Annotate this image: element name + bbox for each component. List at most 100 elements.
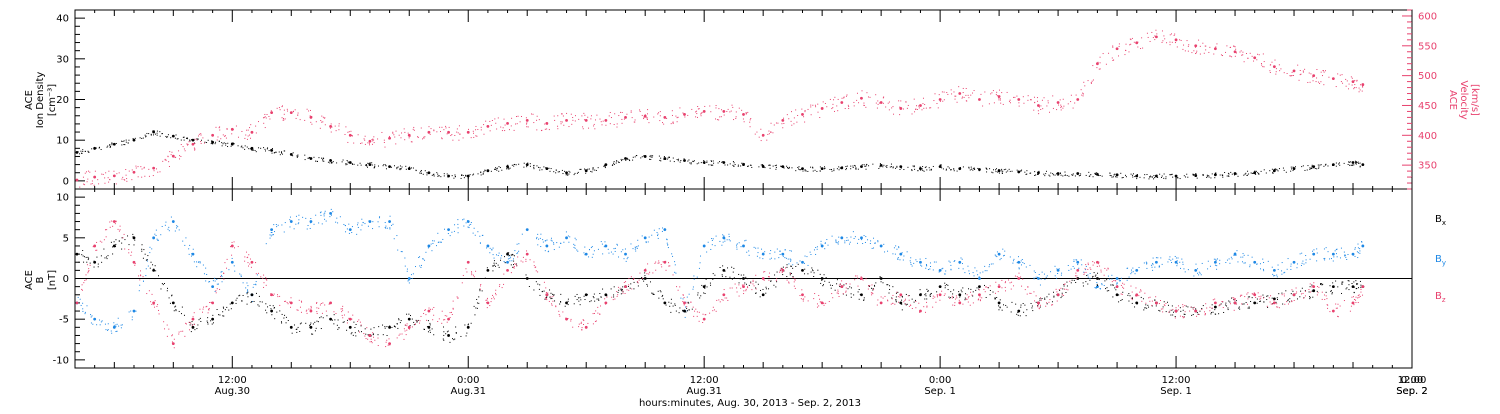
bz-sample <box>316 307 317 308</box>
by-sample <box>482 235 483 236</box>
by-sample <box>895 254 896 255</box>
by-sample <box>623 258 624 259</box>
density-sample <box>1272 173 1273 174</box>
bx-sample <box>853 294 854 295</box>
bx-sample <box>286 322 287 323</box>
by-sample <box>774 252 775 253</box>
bx-sample <box>260 301 261 302</box>
velocity-sample <box>724 111 725 112</box>
velocity-sample <box>1112 60 1113 61</box>
by-sample <box>867 239 868 240</box>
by-sample <box>761 249 762 250</box>
bx-sample <box>1193 307 1194 308</box>
density-sample <box>1291 167 1292 168</box>
velocity-point <box>585 119 588 122</box>
by-sample <box>1333 256 1334 257</box>
by-sample <box>675 273 676 274</box>
bz-sample <box>686 306 687 307</box>
bx-sample <box>765 293 766 294</box>
by-sample <box>418 257 419 258</box>
density-point <box>388 165 391 168</box>
density-sample <box>758 166 759 167</box>
density-sample <box>562 170 563 171</box>
bx-sample <box>770 281 771 282</box>
bz-sample <box>86 274 87 275</box>
bx-sample <box>1277 299 1278 300</box>
bz-sample <box>831 293 832 294</box>
bz-sample <box>466 271 467 272</box>
density-sample <box>1348 161 1349 162</box>
bx-sample <box>386 326 387 327</box>
velocity-sample <box>223 134 224 135</box>
bx-sample <box>500 260 501 261</box>
bz-sample <box>194 312 195 313</box>
density-sample <box>798 168 799 169</box>
density-sample <box>971 167 972 168</box>
bz-point <box>369 334 372 337</box>
density-sample <box>1161 177 1162 178</box>
by-sample <box>222 281 223 282</box>
by-sample <box>800 260 801 261</box>
density-sample <box>1088 172 1089 173</box>
velocity-sample <box>581 115 582 116</box>
bz-sample <box>724 289 725 290</box>
by-sample <box>145 275 146 276</box>
density-sample <box>550 171 551 172</box>
by-sample <box>1004 255 1005 256</box>
velocity-sample <box>97 179 98 180</box>
by-sample <box>964 272 965 273</box>
by-point <box>270 228 273 231</box>
velocity-sample <box>1081 95 1082 96</box>
density-sample <box>832 171 833 172</box>
velocity-sample <box>736 111 737 112</box>
velocity-sample <box>1034 102 1035 103</box>
density-sample <box>946 170 947 171</box>
bz-sample <box>366 327 367 328</box>
by-sample <box>1345 255 1346 256</box>
bx-sample <box>142 244 143 245</box>
density-sample <box>1060 173 1061 174</box>
velocity-sample <box>622 123 623 124</box>
velocity-sample <box>1187 40 1188 41</box>
bx-sample <box>432 328 433 329</box>
velocity-sample <box>1209 47 1210 48</box>
velocity-sample <box>1252 56 1253 57</box>
velocity-sample <box>459 125 460 126</box>
density-sample <box>272 150 273 151</box>
velocity-sample <box>781 123 782 124</box>
density-sample <box>891 164 892 165</box>
bz-sample <box>801 298 802 299</box>
bz-sample <box>86 279 87 280</box>
bx-sample <box>565 306 566 307</box>
by-sample <box>762 258 763 259</box>
velocity-sample <box>1362 87 1363 88</box>
by-sample <box>788 259 789 260</box>
by-sample <box>156 235 157 236</box>
velocity-sample <box>889 109 890 110</box>
velocity-sample <box>1040 109 1041 110</box>
bz-sample <box>370 341 371 342</box>
bz-sample <box>637 281 638 282</box>
bx-sample <box>312 334 313 335</box>
bz-sample <box>174 347 175 348</box>
density-sample <box>1052 173 1053 174</box>
velocity-sample <box>1221 54 1222 55</box>
density-sample <box>1071 174 1072 175</box>
bx-sample <box>598 300 599 301</box>
by-sample <box>1176 265 1177 266</box>
bx-sample <box>276 312 277 313</box>
density-sample <box>82 149 83 150</box>
density-sample <box>701 162 702 163</box>
bz-sample <box>794 286 795 287</box>
by-sample <box>92 315 93 316</box>
velocity-sample <box>217 136 218 137</box>
velocity-sample <box>1076 95 1077 96</box>
by-sample <box>967 266 968 267</box>
bx-sample <box>361 331 362 332</box>
bx-sample <box>474 314 475 315</box>
by-sample <box>593 254 594 255</box>
bx-sample <box>1032 310 1033 311</box>
velocity-sample <box>1348 88 1349 89</box>
bz-sample <box>458 297 459 298</box>
density-sample <box>292 155 293 156</box>
